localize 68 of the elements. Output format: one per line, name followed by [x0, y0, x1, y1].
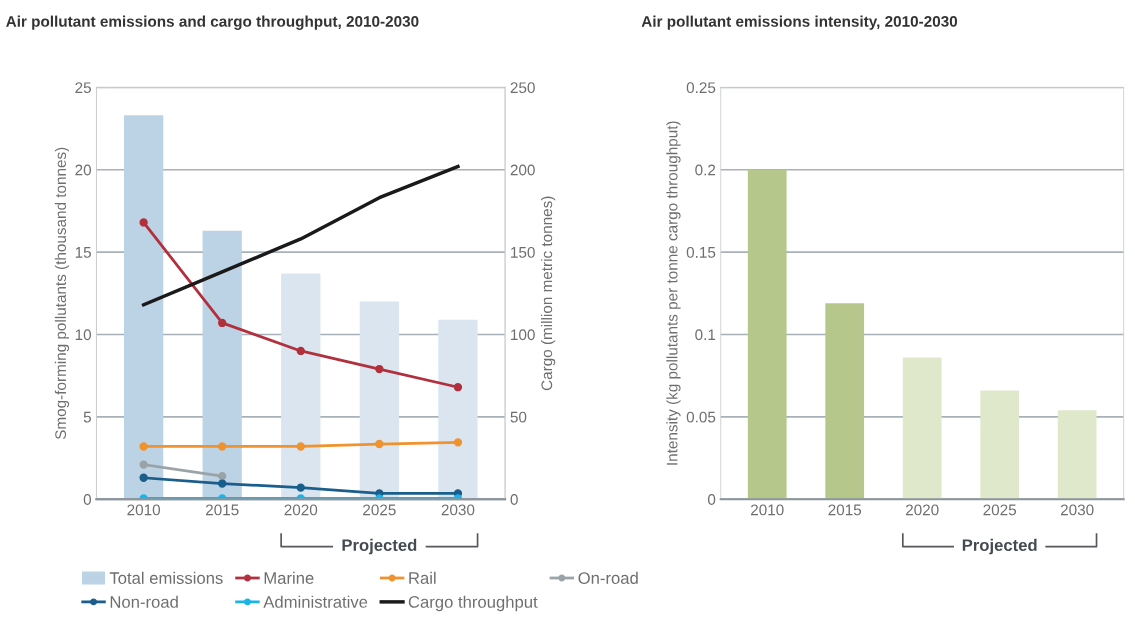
legend-label: Total emissions	[109, 571, 223, 584]
y-tick-label: 0.05	[686, 411, 716, 423]
bar	[980, 390, 1020, 500]
x-tick-label: 2030	[1060, 504, 1094, 516]
y2-tick-label: 200	[510, 164, 535, 176]
point	[218, 479, 227, 488]
point	[296, 442, 305, 451]
point	[139, 442, 148, 451]
point	[218, 442, 227, 451]
legend-label: Cargo throughput	[408, 595, 538, 612]
point	[218, 471, 227, 481]
x-tick-label: 2030	[441, 504, 475, 516]
y-tick-label: 0	[707, 494, 716, 505]
bar	[438, 319, 478, 500]
legend-label: On-road	[578, 571, 638, 584]
y-tick-label: 25	[75, 82, 91, 94]
point	[375, 439, 384, 449]
legend-label: Non-road	[110, 595, 178, 608]
y-axis-title: Intensity (kg pollutants per tonne cargo throughput)	[666, 121, 681, 465]
y-tick-label: 0	[83, 494, 92, 505]
x-tick-label: 2025	[363, 504, 396, 516]
y2-tick-label: 150	[511, 246, 535, 258]
y-tick-label: 0.2	[695, 164, 716, 176]
bar	[825, 303, 865, 500]
bar	[747, 169, 787, 500]
x-tick-label: 2025	[983, 504, 1017, 516]
x-tick-label: 2010	[750, 504, 784, 516]
text: Projected	[342, 538, 417, 555]
bar	[902, 357, 942, 500]
y2-tick-label: 0	[510, 494, 518, 505]
x-tick-label: 2020	[905, 504, 939, 516]
point	[453, 438, 463, 447]
y2-tick-label: 100	[511, 329, 535, 341]
y-tick-label: 10	[75, 329, 92, 341]
point	[218, 318, 227, 328]
chart-title: Air pollutant emissions intensity, 2010-2030	[641, 15, 958, 30]
y-tick-label: 0.25	[686, 82, 716, 94]
line-series	[141, 164, 460, 307]
y-tick-label: 0.1	[695, 329, 716, 341]
bar	[281, 273, 321, 500]
legend-label: Administrative	[263, 595, 368, 608]
point	[453, 383, 463, 392]
bar	[1057, 410, 1097, 500]
chart-title: Air pollutant emissions and cargo throughput, 2010-2030	[6, 15, 419, 30]
y-tick-label: 0.15	[686, 246, 716, 258]
point	[375, 364, 384, 374]
y2-tick-label: 250	[510, 82, 535, 94]
y-tick-label: 20	[75, 164, 92, 176]
bar	[202, 230, 242, 500]
x-tick-label: 2015	[828, 504, 862, 516]
bar	[123, 115, 164, 500]
y2-tick-label: 50	[510, 411, 527, 423]
y-tick-label: 15	[75, 247, 91, 258]
point	[296, 483, 305, 492]
x-tick-label: 2010	[127, 504, 161, 516]
legend-label: Rail	[409, 571, 436, 584]
y-tick-label: 5	[83, 411, 91, 423]
y2-axis-title: Cargo (million metric tonnes)	[540, 196, 556, 391]
y-axis-title: Smog-forming pollutants (thousand tonnes)	[54, 147, 70, 440]
point	[139, 218, 148, 227]
point	[139, 473, 148, 482]
legend-label: Marine	[264, 571, 314, 584]
point	[139, 460, 148, 469]
point	[296, 346, 305, 356]
text: Projected	[962, 538, 1037, 555]
x-tick-label: 2015	[205, 504, 239, 516]
bar	[359, 301, 399, 500]
x-tick-label: 2020	[284, 504, 318, 516]
